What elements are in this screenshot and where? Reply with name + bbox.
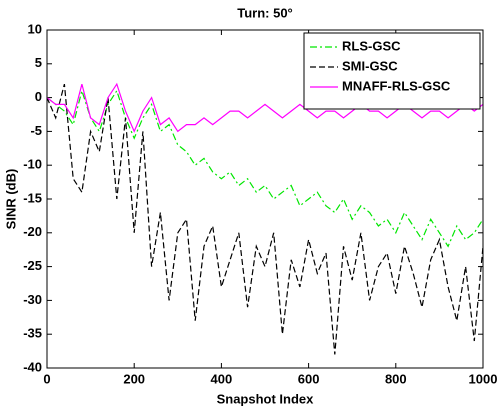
- chart-title: Turn: 50°: [237, 5, 293, 20]
- plot-frame: [46, 29, 484, 369]
- x-tick-label: 400: [211, 371, 233, 386]
- y-tick-label: -5: [30, 123, 42, 138]
- y-tick-label: -10: [23, 157, 42, 172]
- y-tick-label: -40: [23, 359, 42, 374]
- y-tick-label: 5: [35, 55, 42, 70]
- x-tick-label: 800: [385, 371, 407, 386]
- y-tick-label: -15: [23, 190, 42, 205]
- y-tick-label: -35: [23, 326, 42, 341]
- y-tick-label: 10: [28, 21, 42, 36]
- x-tick-label: 0: [43, 371, 50, 386]
- legend-box: [303, 32, 481, 110]
- series-line: [47, 88, 483, 248]
- y-tick-label: -30: [23, 292, 42, 307]
- legend-label: SMI-GSC: [342, 58, 398, 73]
- y-axis-label: SINR (dB): [3, 169, 18, 230]
- y-tick-label: 0: [35, 89, 42, 104]
- x-axis-label: Snapshot Index: [217, 391, 315, 406]
- legend-label: RLS-GSC: [342, 38, 401, 53]
- legend-label: MNAFF-RLS-GSC: [342, 78, 451, 93]
- x-tick-label: 1000: [469, 371, 498, 386]
- x-tick-label: 600: [298, 371, 320, 386]
- x-tick-label: 200: [123, 371, 145, 386]
- series-line: [47, 83, 483, 355]
- legend: RLS-GSC SMI-GSC MNAFF-RLS-GSC: [303, 32, 481, 110]
- y-tick-label: -25: [23, 258, 42, 273]
- plot-lines: [47, 82, 483, 355]
- y-tick-label: -20: [23, 224, 42, 239]
